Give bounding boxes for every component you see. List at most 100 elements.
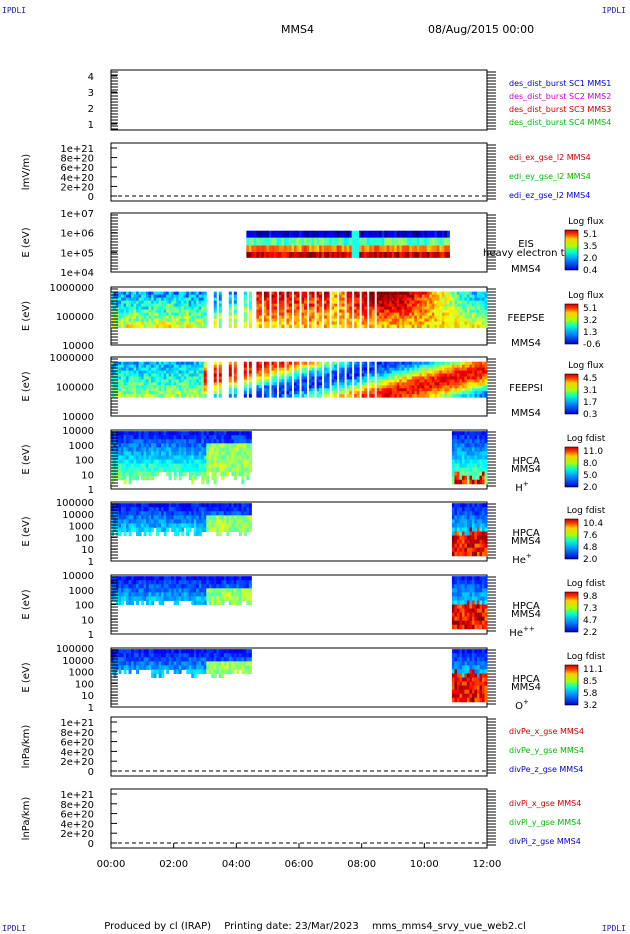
spectrogram-cell — [429, 376, 433, 380]
spectrogram-cell — [218, 451, 222, 456]
spectrogram-cell — [304, 321, 308, 326]
spectrogram-cell — [126, 385, 130, 389]
spectrogram-cell — [116, 507, 120, 512]
spectrogram-cell — [178, 364, 182, 369]
spectrogram-cell — [464, 471, 468, 477]
spectrogram-cell — [426, 312, 430, 317]
spectrogram-cell — [211, 515, 215, 520]
y-tick-label: 1000 — [69, 441, 94, 452]
spectrogram-cell — [414, 294, 418, 299]
species-charge: + — [523, 480, 529, 488]
spectrogram-cell — [133, 439, 137, 444]
spectrogram-cell — [326, 394, 330, 398]
spectrogram-cell — [454, 511, 458, 516]
spectrogram-cell — [141, 297, 145, 302]
spectrogram-cell — [288, 251, 292, 258]
spectrogram-cell — [479, 315, 483, 320]
spectrogram-cell — [441, 361, 445, 366]
spectrogram-cell — [183, 318, 187, 323]
spectrogram-cell — [293, 297, 297, 302]
spectrogram-cell — [354, 370, 358, 375]
spectrogram-cell — [409, 291, 413, 296]
spectrogram-cell — [188, 391, 192, 395]
spectrogram-cell — [356, 361, 360, 366]
spectrogram-cell — [319, 361, 323, 366]
spectrogram-cell — [484, 297, 488, 302]
spectrogram-cell — [141, 507, 145, 512]
spectrogram-cell — [369, 367, 373, 372]
spectrogram-cell — [213, 439, 217, 444]
spectrogram-cell — [439, 309, 443, 314]
spectrogram-cell — [281, 291, 285, 296]
spectrogram-cell — [226, 471, 230, 477]
spectrogram-cell — [203, 511, 207, 516]
spectrogram-cell — [161, 367, 165, 372]
spectrogram-cell — [456, 388, 460, 392]
spectrogram-cell — [309, 297, 313, 302]
spectrogram-cell — [168, 475, 172, 481]
spectrogram-cell — [126, 321, 130, 326]
spectrogram-cell — [128, 300, 132, 305]
spectrogram-cell — [401, 382, 405, 386]
spectrogram-cell — [474, 551, 478, 557]
spectrogram-cell — [203, 376, 207, 380]
spectrogram-cell — [166, 379, 170, 383]
spectrogram-cell — [419, 364, 423, 369]
spectrogram-cell — [349, 306, 353, 311]
spectrogram-cell — [296, 294, 300, 299]
spectrogram-cell — [256, 367, 260, 372]
spectrogram-cell — [281, 373, 285, 377]
spectrogram-cell — [126, 370, 130, 375]
spectrogram-cell — [384, 373, 388, 377]
spectrogram-cell — [208, 511, 212, 516]
spectrogram-cell — [346, 230, 350, 238]
spectrogram-cell — [484, 531, 488, 537]
spectrogram-cell — [436, 303, 440, 308]
spectrogram-cell — [479, 435, 483, 440]
spectrogram-cell — [238, 523, 242, 528]
spectrogram-cell — [404, 364, 408, 369]
spectrogram-cell — [394, 361, 398, 366]
spectrogram-cell — [334, 321, 338, 326]
spectrogram-cell — [379, 300, 383, 305]
spectrogram-cell — [469, 535, 473, 541]
spectrogram-cell — [246, 245, 250, 252]
spectrogram-cell — [148, 306, 152, 311]
spectrogram-cell — [304, 394, 308, 398]
spectrogram-cell — [324, 315, 328, 320]
spectrogram-cell — [201, 391, 205, 395]
spectrogram-cell — [263, 303, 267, 308]
spectrogram-cell — [241, 463, 245, 469]
spectrogram-cell — [118, 443, 122, 448]
spectrogram-cell — [326, 376, 330, 380]
spectrogram-cell — [158, 294, 162, 299]
spectrogram-cell — [181, 523, 185, 528]
spectrogram-cell — [466, 394, 470, 398]
spectrogram-cell — [156, 306, 160, 311]
spectrogram-cell — [271, 291, 275, 296]
spectrogram-cell — [288, 361, 292, 366]
spectrogram-cell — [183, 300, 187, 305]
spectrogram-cell — [421, 385, 425, 389]
spectrogram-cell — [391, 318, 395, 323]
spectrogram-cell — [143, 385, 147, 389]
spectrogram-cell — [376, 294, 380, 299]
spectrogram-cell — [193, 394, 197, 398]
spectrogram-cell — [171, 391, 175, 395]
spectrogram-cell — [459, 431, 463, 436]
spectrogram-cell — [396, 382, 400, 386]
spectrogram-cell — [361, 376, 365, 380]
spectrogram-cell — [186, 503, 190, 508]
spectrogram-cell — [311, 318, 315, 323]
spectrogram-cell — [466, 447, 470, 452]
spectrogram-cell — [446, 297, 450, 302]
spectrogram-cell — [241, 479, 245, 485]
spectrogram-cell — [361, 394, 365, 398]
spectrogram-cell — [271, 370, 275, 375]
spectrogram-cell — [406, 309, 410, 314]
spectrogram-cell — [186, 364, 190, 369]
spectrogram-cell — [153, 379, 157, 383]
spectrogram-cell — [459, 303, 463, 308]
spectrogram-cell — [324, 385, 328, 389]
spectrogram-cell — [273, 312, 277, 317]
